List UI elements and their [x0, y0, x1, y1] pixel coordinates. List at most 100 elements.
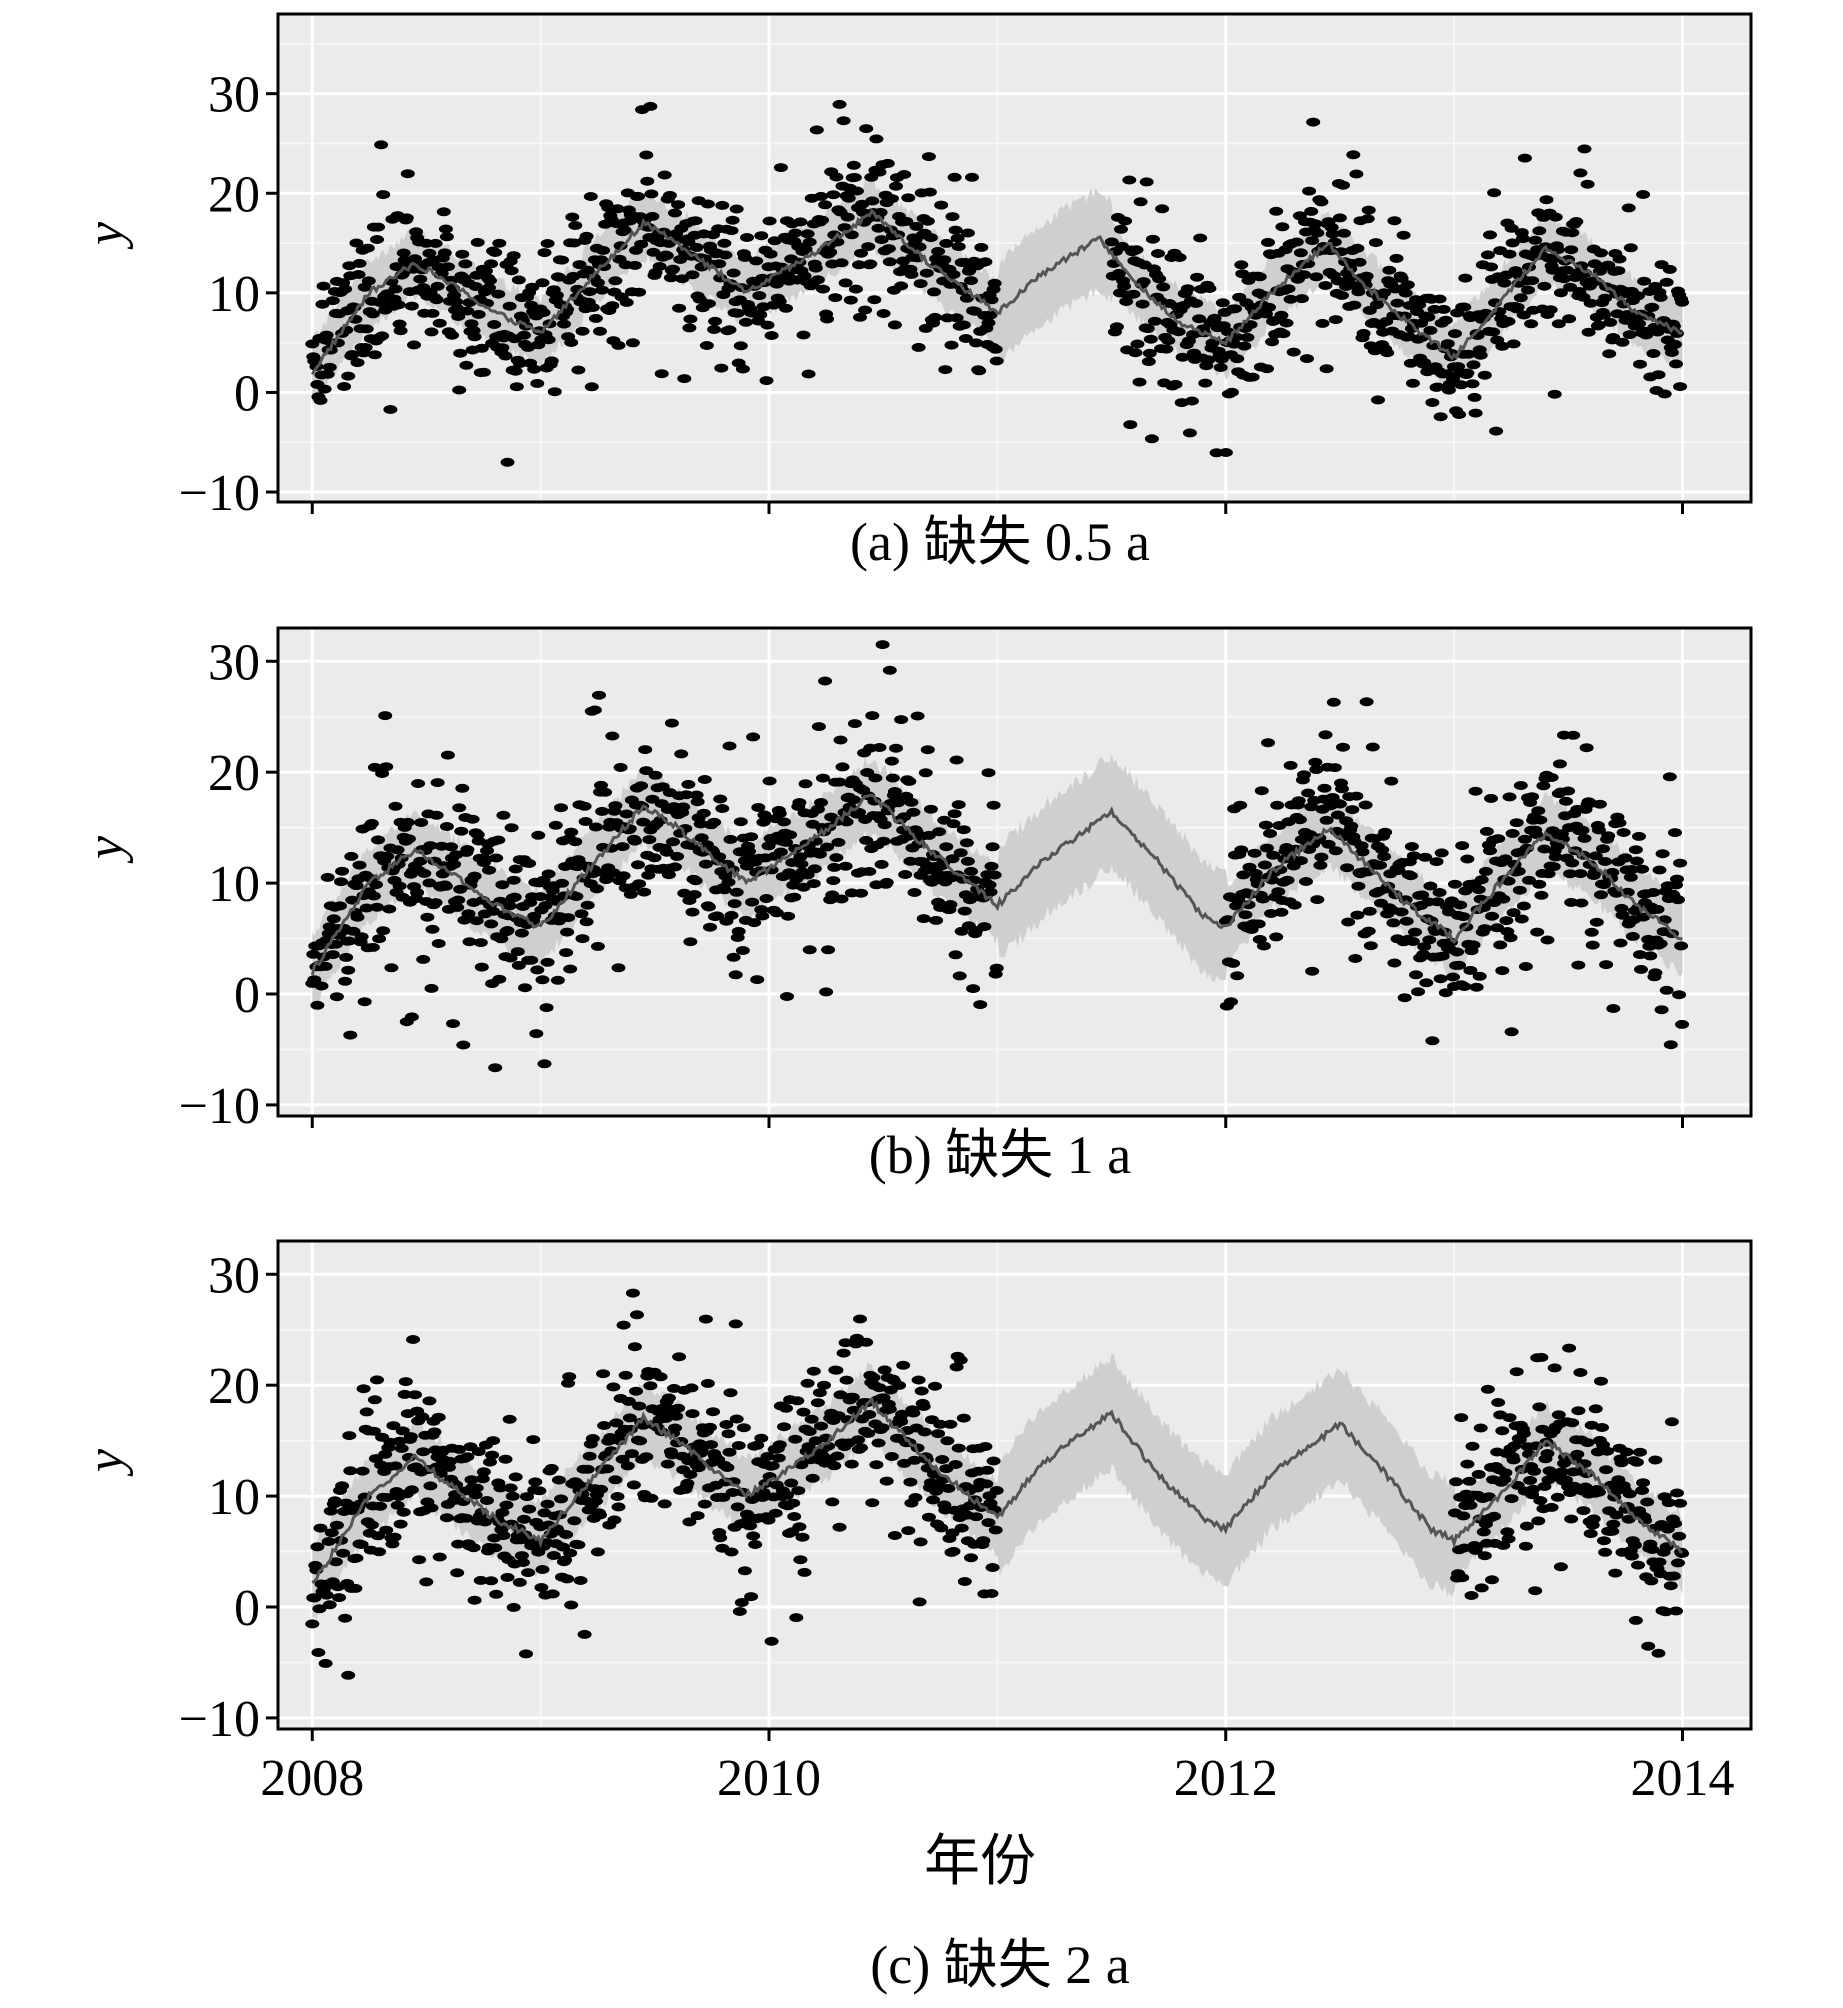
- observation-dot: [989, 1486, 1004, 1495]
- observation-dot: [865, 711, 880, 721]
- observation-dot: [722, 741, 737, 751]
- observation-dot: [1276, 329, 1291, 339]
- observation-dot: [639, 1452, 654, 1462]
- observation-dot: [502, 1414, 517, 1424]
- observation-dot: [874, 235, 889, 245]
- observation-dot: [854, 1443, 868, 1453]
- observation-dot: [831, 837, 846, 847]
- observation-dot: [1580, 179, 1595, 189]
- observation-dot: [882, 1404, 897, 1414]
- observation-dot: [981, 768, 996, 778]
- observation-dot: [867, 796, 882, 806]
- observation-dot: [1525, 792, 1540, 802]
- observation-dot: [1591, 825, 1606, 835]
- observation-dot: [1634, 964, 1648, 974]
- observation-dot: [1356, 328, 1371, 338]
- observation-dot: [973, 1000, 988, 1010]
- observation-dot: [737, 252, 752, 262]
- observation-dot: [859, 124, 874, 134]
- observation-dot: [1344, 821, 1359, 831]
- observation-dot: [1662, 772, 1677, 782]
- observation-dot: [771, 1453, 786, 1463]
- observation-dot: [461, 909, 476, 919]
- observation-dot: [1336, 742, 1350, 752]
- observation-dot: [609, 1418, 624, 1428]
- observation-dot: [787, 892, 802, 902]
- observation-dot: [1641, 1641, 1656, 1651]
- observation-dot: [798, 779, 813, 789]
- observation-dot: [1551, 1410, 1566, 1420]
- observation-dot: [972, 366, 987, 376]
- observation-dot: [634, 781, 649, 791]
- y-tick-label: 0: [234, 1580, 260, 1637]
- observation-dot: [685, 270, 700, 280]
- observation-dot: [714, 363, 729, 373]
- observation-dot: [632, 1401, 647, 1411]
- observation-dot: [503, 953, 518, 963]
- observation-dot: [733, 341, 748, 351]
- observation-dot: [1425, 1036, 1440, 1046]
- observation-dot: [1375, 845, 1390, 855]
- observation-dot: [417, 868, 432, 878]
- observation-dot: [881, 244, 896, 254]
- observation-dot: [537, 1059, 552, 1069]
- observation-dot: [793, 217, 808, 227]
- observation-dot: [1417, 358, 1432, 367]
- observation-dot: [540, 957, 555, 967]
- observation-dot: [1469, 982, 1484, 992]
- observation-dot: [703, 1422, 717, 1432]
- observation-dot: [1463, 1500, 1478, 1510]
- observation-dot: [964, 866, 978, 876]
- observation-dot: [1269, 206, 1284, 216]
- observation-dot: [459, 360, 474, 370]
- observation-dot: [422, 248, 437, 258]
- observation-dot: [920, 745, 935, 755]
- observation-dot: [903, 1477, 918, 1487]
- observation-dot: [1473, 1423, 1488, 1433]
- observation-dot: [810, 1398, 825, 1408]
- observation-dot: [735, 946, 750, 955]
- observation-dot: [1438, 315, 1453, 325]
- observation-dot: [590, 941, 605, 951]
- observation-dot: [1605, 1526, 1620, 1536]
- observation-dot: [577, 1629, 592, 1639]
- observation-dot: [914, 1386, 929, 1396]
- observation-dot: [662, 190, 677, 200]
- observation-dot: [1532, 226, 1547, 236]
- observation-dot: [877, 820, 892, 830]
- observation-dot: [826, 190, 841, 200]
- observation-dot: [382, 904, 397, 914]
- observation-dot: [825, 1497, 840, 1507]
- y-axis: −10 0 10 20 30: [179, 67, 278, 522]
- observation-dot: [1637, 276, 1652, 286]
- observation-dot: [1547, 389, 1562, 399]
- observation-dot: [370, 235, 384, 244]
- observation-dot: [1112, 268, 1126, 278]
- observation-dot: [1509, 818, 1524, 828]
- observation-dot: [449, 297, 464, 307]
- observation-dot: [370, 902, 384, 912]
- observation-dot: [371, 222, 385, 232]
- observation-dot: [557, 319, 571, 329]
- observation-dot: [535, 975, 550, 985]
- observation-dot: [1602, 349, 1617, 359]
- observation-dot: [495, 880, 510, 890]
- observation-dot: [937, 255, 952, 265]
- observation-dot: [583, 192, 598, 201]
- observation-dot: [564, 1600, 579, 1610]
- observation-dot: [428, 238, 443, 248]
- observation-dot: [852, 260, 866, 270]
- observation-dot: [1525, 276, 1540, 286]
- observation-dot: [1309, 765, 1324, 775]
- observation-dot: [1292, 815, 1307, 825]
- observation-dot: [718, 250, 733, 260]
- observation-dot: [847, 173, 862, 182]
- observation-dot: [899, 216, 914, 226]
- observation-dot: [484, 919, 499, 929]
- observation-dot: [832, 777, 847, 787]
- observation-dot: [1471, 1469, 1486, 1479]
- observation-dot: [707, 817, 722, 827]
- observation-dot: [819, 987, 834, 997]
- observation-dot: [922, 187, 937, 197]
- observation-dot: [1463, 965, 1478, 975]
